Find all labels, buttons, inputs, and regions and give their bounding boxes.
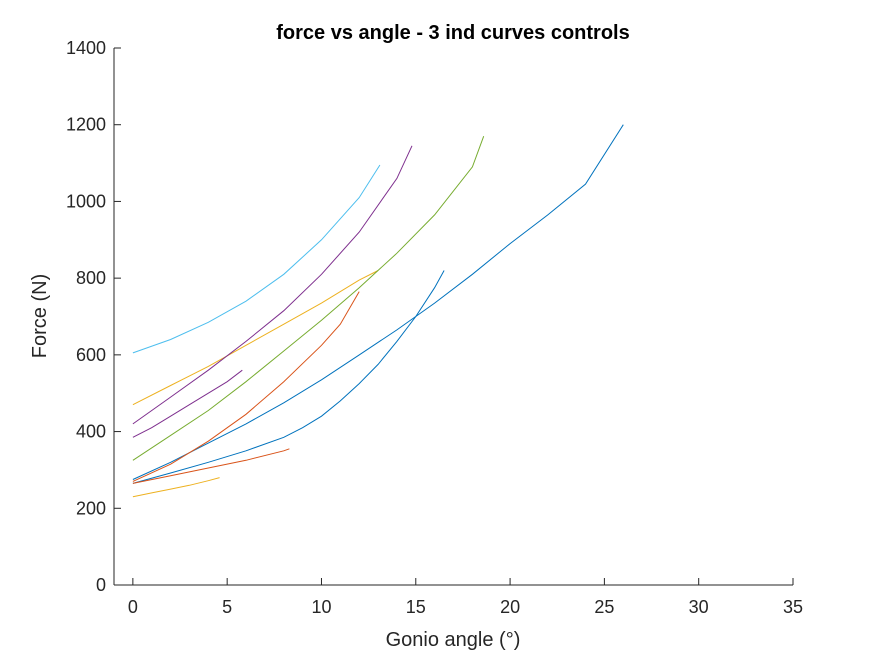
y-tick-label: 800	[76, 268, 106, 288]
series-line-5	[132, 270, 379, 406]
x-tick-label: 10	[311, 597, 331, 617]
y-tick-label: 0	[96, 575, 106, 595]
x-axis-title: Gonio angle (°)	[386, 629, 521, 651]
axes	[113, 48, 793, 586]
x-ticks: 0 5 10 15 20 25 30 35	[128, 578, 803, 617]
y-axis-title: Force (N)	[29, 274, 51, 358]
x-tick-label: 30	[689, 597, 709, 617]
y-tick-label: 600	[76, 345, 106, 365]
series-line-6	[132, 477, 220, 498]
series-line-1	[132, 124, 624, 480]
y-tick-label: 1400	[66, 38, 106, 58]
y-tick-label: 400	[76, 422, 106, 442]
series-line-2	[132, 270, 445, 484]
x-tick-label: 5	[222, 597, 232, 617]
x-tick-label: 0	[128, 597, 138, 617]
y-tick-label: 1200	[66, 115, 106, 135]
y-ticks: 0 200 400 600 800 1000 1200 1400	[66, 38, 121, 595]
series-line-8	[132, 369, 243, 438]
x-tick-label: 25	[594, 597, 614, 617]
series-line-10	[132, 164, 381, 354]
x-tick-label: 35	[783, 597, 803, 617]
y-tick-label: 200	[76, 498, 106, 518]
series-line-4	[132, 448, 290, 484]
x-tick-label: 15	[406, 597, 426, 617]
series-line-3	[132, 291, 360, 482]
y-tick-label: 1000	[66, 191, 106, 211]
plot-series	[132, 124, 624, 498]
x-tick-label: 20	[500, 597, 520, 617]
chart-title: force vs angle - 3 ind curves controls	[276, 22, 629, 44]
series-line-9	[132, 136, 485, 461]
series-line-7	[132, 145, 413, 425]
